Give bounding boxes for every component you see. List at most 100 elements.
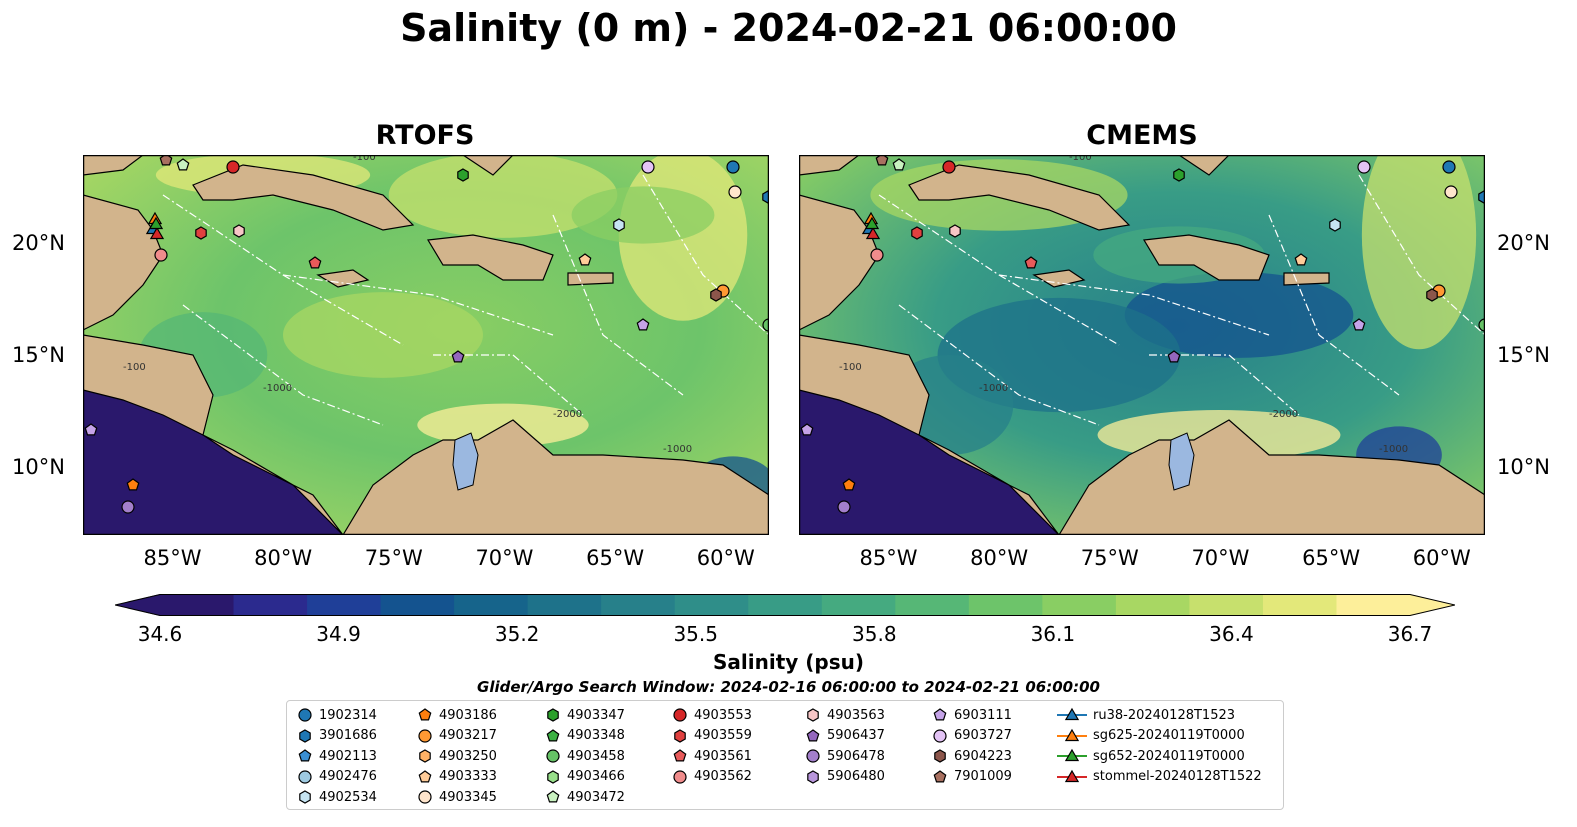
argo-float-marker — [226, 160, 240, 174]
salinity-patch — [388, 155, 618, 238]
legend-label: 4903333 — [439, 769, 497, 784]
lon-tick-label: 70°W — [1191, 546, 1250, 570]
colorbar-bin — [307, 594, 382, 616]
legend-item: 5906478 — [805, 746, 885, 766]
argo-float-marker — [1294, 253, 1308, 266]
argo-float-marker — [710, 288, 722, 302]
lon-tick-label: 80°W — [970, 546, 1029, 570]
legend-label: 4903559 — [694, 728, 752, 743]
lon-tick-label: 70°W — [475, 546, 534, 570]
legend-item: 4902113 — [297, 746, 377, 766]
legend-label: 7901009 — [954, 769, 1012, 784]
legend-label: sg625-20240119T0000 — [1093, 728, 1245, 743]
argo-float-marker — [1478, 318, 1485, 332]
colorbar-bin — [1115, 594, 1190, 616]
argo-float-marker — [911, 226, 923, 240]
legend-label: 6903727 — [954, 728, 1012, 743]
contour-label: -1000 — [1379, 444, 1408, 455]
argo-float-marker — [1173, 168, 1185, 182]
legend-item: 4903553 — [672, 705, 752, 725]
legend-item: 4903559 — [672, 726, 752, 746]
colorbar-bin — [821, 594, 896, 616]
argo-float-marker — [1024, 256, 1038, 269]
eez-boundary — [1268, 214, 1400, 396]
contour-label: -100 — [353, 155, 376, 163]
lon-tick-label: 60°W — [696, 546, 755, 570]
eez-boundary — [1358, 174, 1485, 336]
colorbar-bin — [160, 594, 235, 616]
colorbar-tick-label: 35.2 — [494, 622, 540, 646]
legend-marker-icon — [546, 728, 560, 741]
argo-float-marker — [176, 158, 190, 171]
legend-label: 5906478 — [827, 748, 885, 764]
legend-marker-icon — [418, 728, 432, 743]
legend-item: ru38-20240128T1523 — [1057, 705, 1235, 725]
legend-item: 4903466 — [545, 767, 625, 787]
colorbar-bin — [233, 594, 308, 616]
lon-tick-label: 65°W — [1302, 546, 1361, 570]
argo-float-marker — [308, 256, 322, 269]
colorbar-tick-label: 36.7 — [1387, 622, 1433, 646]
legend-label: 4902476 — [319, 769, 377, 784]
contour-label: -1000 — [979, 383, 1008, 394]
colorbar-tick-label: 36.1 — [1030, 622, 1076, 646]
land-hispaniola — [427, 234, 554, 281]
legend-marker-icon — [547, 708, 559, 722]
legend-label: 5906437 — [827, 728, 885, 743]
pacific-ocean — [799, 390, 1059, 535]
legend-label: 6904223 — [954, 748, 1012, 764]
search-window-text: Glider/Argo Search Window: 2024-02-16 06… — [477, 678, 1100, 696]
legend-marker-icon — [1064, 728, 1080, 741]
lon-tick-label: 85°W — [143, 546, 202, 570]
colorbar-label: Salinity (psu) — [712, 650, 864, 674]
legend-item: 4903562 — [672, 767, 752, 787]
legend-item: 4903561 — [672, 746, 752, 766]
argo-float-marker — [842, 478, 856, 491]
panel-title-rtofs: RTOFS — [375, 120, 475, 151]
legend-label: ru38-20240128T1523 — [1093, 707, 1236, 723]
lat-tick-label: 20°N — [12, 231, 65, 256]
colorbar — [115, 594, 1455, 616]
argo-float-marker — [121, 500, 135, 514]
lat-tick-label: 10°N — [1497, 454, 1550, 479]
legend-label: 1902314 — [319, 707, 377, 723]
legend-item: 4903563 — [805, 705, 885, 725]
figure-title: Salinity (0 m) - 2024-02-21 06:00:00 — [400, 6, 1177, 50]
lon-tick-label: 80°W — [254, 546, 313, 570]
legend-item: 4903333 — [417, 767, 497, 787]
legend-marker-icon — [298, 708, 312, 722]
argo-float-marker — [159, 155, 173, 166]
legend-label: 3901686 — [319, 728, 377, 743]
legend-marker-icon — [807, 708, 819, 722]
argo-float-marker — [1426, 288, 1438, 302]
lon-tick-label: 65°W — [586, 546, 645, 570]
contour-label: -1000 — [663, 444, 692, 455]
land-north-america — [83, 155, 144, 176]
glider-marker — [148, 216, 164, 230]
legend-label: 4902534 — [319, 789, 377, 805]
land-puerto-rico — [567, 272, 614, 286]
colorbar-bin — [454, 594, 529, 616]
contour-label: -100 — [123, 362, 146, 373]
argo-float-marker — [451, 350, 465, 363]
land-bahamas-north — [1177, 155, 1230, 176]
argo-float-marker — [1352, 318, 1366, 331]
colorbar-bin — [748, 594, 823, 616]
argo-float-marker — [1329, 218, 1341, 232]
map-panel-cmems: -100 -1000 -2000 -1000 -100 — [799, 155, 1485, 535]
legend: 1902314 3901686 4902113 4902476 4902534 49031… — [286, 700, 1284, 810]
argo-float-marker — [1167, 350, 1181, 363]
legend-marker-icon — [674, 728, 686, 743]
lake-maracaibo — [1168, 432, 1195, 491]
pacific-ocean — [83, 390, 343, 535]
glider-marker — [865, 226, 881, 240]
salinity-patch — [283, 292, 483, 378]
salinity-patch — [571, 186, 715, 244]
legend-marker-icon — [419, 749, 431, 763]
legend-item: 4902476 — [297, 767, 377, 787]
legend-label: 4903250 — [439, 748, 497, 764]
colorbar-extend-high — [1410, 594, 1455, 616]
legend-item: 4903345 — [417, 787, 497, 807]
colorbar-bin — [1262, 594, 1337, 616]
land-south-america — [1058, 419, 1485, 535]
